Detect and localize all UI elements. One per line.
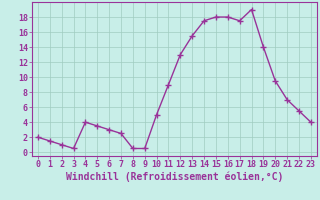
X-axis label: Windchill (Refroidissement éolien,°C): Windchill (Refroidissement éolien,°C) — [66, 172, 283, 182]
